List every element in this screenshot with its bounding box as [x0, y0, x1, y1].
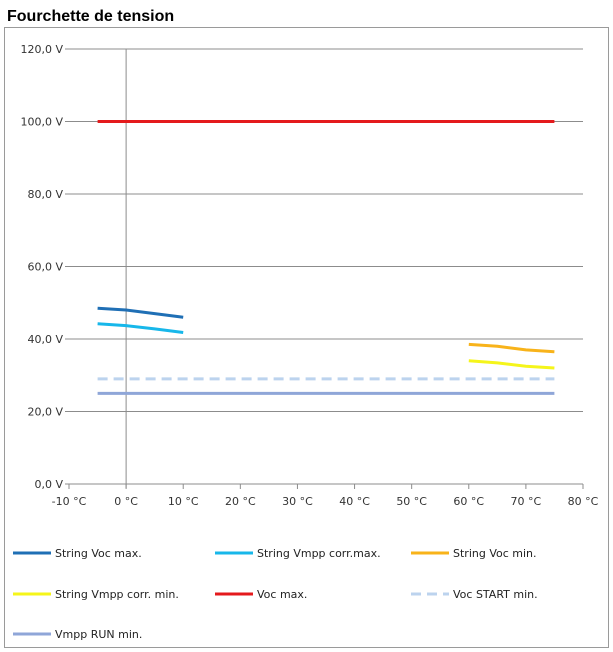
x-tick-label: 40 °C	[339, 495, 370, 508]
legend-label: String Vmpp corr. min.	[55, 588, 179, 601]
x-tick-label: 30 °C	[282, 495, 313, 508]
x-tick-label: 10 °C	[168, 495, 199, 508]
x-tick-label: 20 °C	[225, 495, 256, 508]
chart-area: 0,0 V 20,0 V 40,0 V 60,0 V 80,0 V 100,0 V 120,…	[4, 27, 609, 648]
x-tick-label: -10 °C	[52, 495, 87, 508]
legend-label: Voc max.	[257, 588, 307, 601]
legend-label: Vmpp RUN min.	[55, 628, 142, 641]
series-line	[97, 322, 184, 334]
y-tick-label: 0,0 V	[34, 478, 63, 491]
series-line	[97, 306, 184, 319]
series-line	[468, 342, 555, 354]
line-chart: 0,0 V 20,0 V 40,0 V 60,0 V 80,0 V 100,0 V 120,…	[13, 43, 599, 641]
x-tick-label: 0 °C	[114, 495, 138, 508]
y-tick-label: 120,0 V	[20, 43, 63, 56]
y-tick-label: 100,0 V	[20, 116, 63, 129]
x-tick-label: 80 °C	[568, 495, 599, 508]
x-tick-label: 60 °C	[453, 495, 484, 508]
x-tick-label: 70 °C	[511, 495, 542, 508]
x-tick-label: 50 °C	[396, 495, 427, 508]
chart-title: Fourchette de tension	[4, 6, 608, 27]
y-tick-label: 40,0 V	[27, 333, 63, 346]
legend-label: Voc START min.	[453, 588, 538, 601]
y-tick-label: 60,0 V	[27, 261, 63, 274]
legend-label: String Voc max.	[55, 547, 142, 560]
legend-label: String Vmpp corr.max.	[257, 547, 381, 560]
y-tick-label: 20,0 V	[27, 406, 63, 419]
legend-label: String Voc min.	[453, 547, 537, 560]
series-line	[468, 359, 555, 370]
y-tick-label: 80,0 V	[27, 188, 63, 201]
